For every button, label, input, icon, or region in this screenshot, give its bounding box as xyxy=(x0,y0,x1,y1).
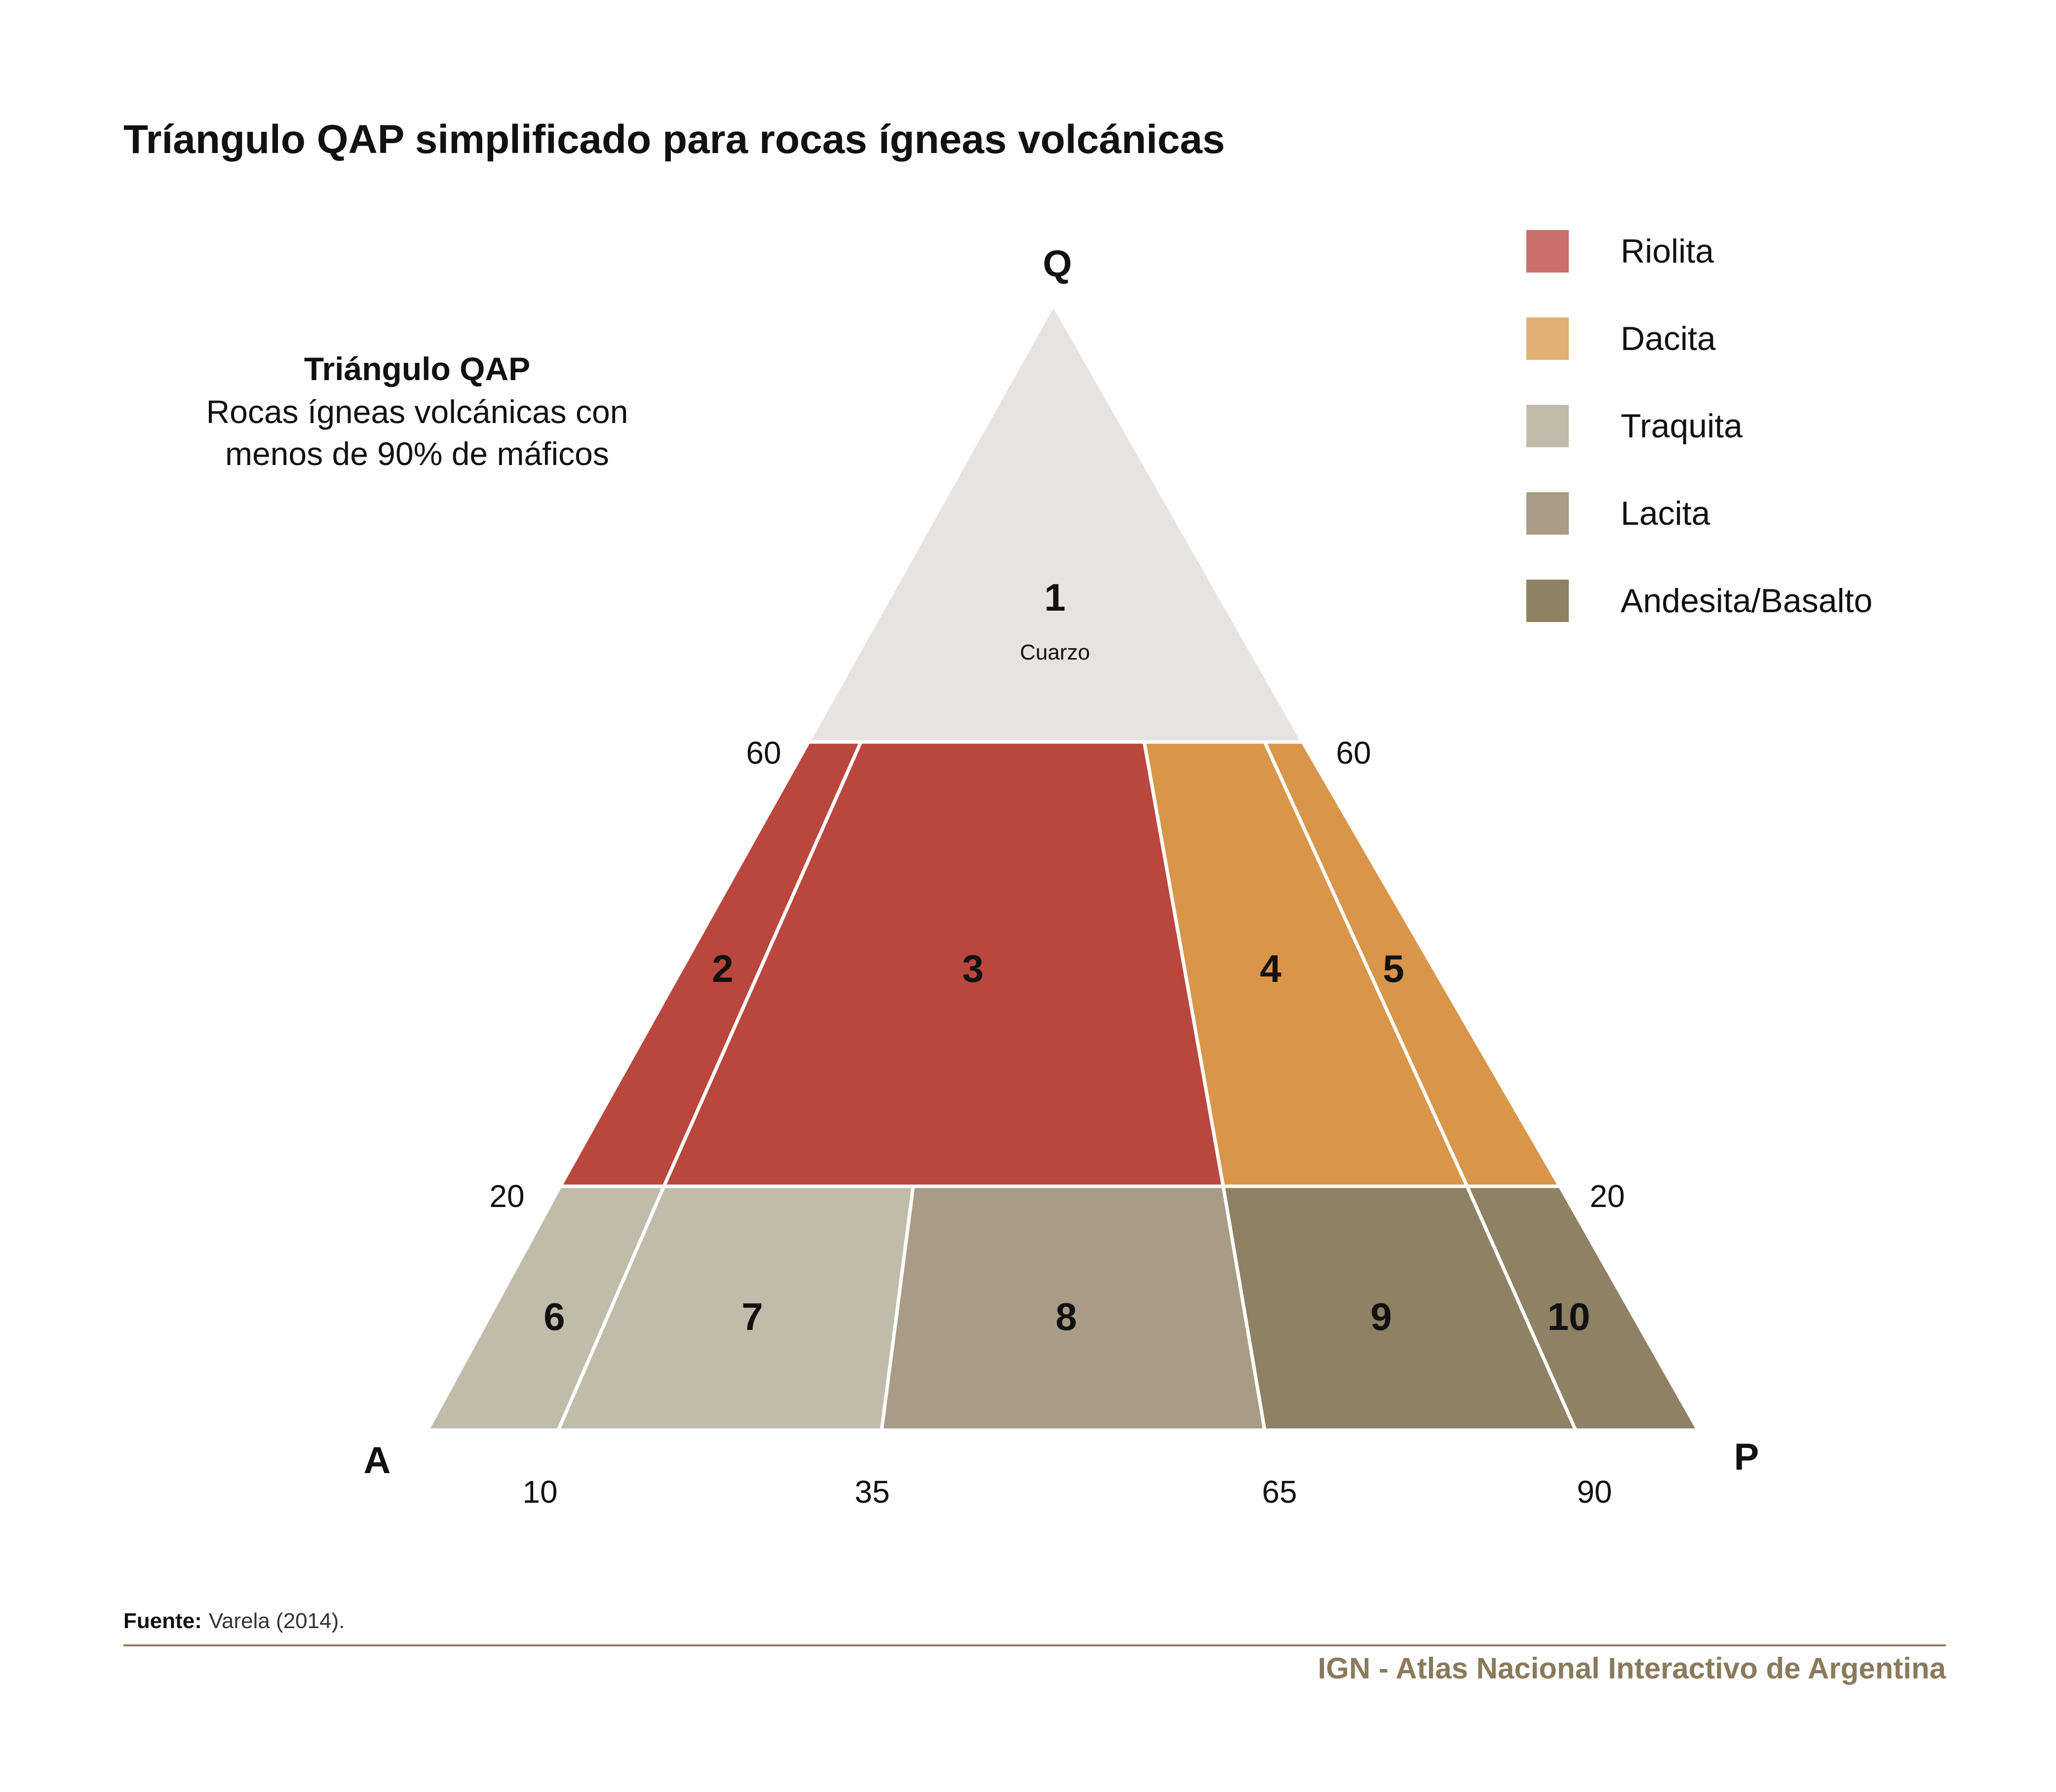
source-note: Fuente: Varela (2014). xyxy=(123,1609,345,1633)
tick-q60-left: 60 xyxy=(746,735,781,771)
field-7-label: 7 xyxy=(741,1295,763,1338)
legend-label-andesita-basalto: Andesita/Basalto xyxy=(1621,582,1872,620)
field-2-label: 2 xyxy=(712,947,733,990)
legend-swatch-lacita xyxy=(1526,492,1569,535)
tick-base-35: 35 xyxy=(854,1474,890,1510)
field-1-cuarzo xyxy=(807,303,1305,744)
field-1-note: Cuarzo xyxy=(1020,640,1090,664)
legend-swatch-andesita-basalto xyxy=(1526,580,1569,622)
vertex-a-label: A xyxy=(364,1440,391,1481)
tick-q20-left: 20 xyxy=(489,1178,524,1214)
field-1-label: 1 xyxy=(1044,576,1065,619)
legend-swatch-traquita xyxy=(1526,405,1569,447)
legend-label-lacita: Lacita xyxy=(1621,495,1710,532)
legend-label-traquita: Traquita xyxy=(1621,407,1743,445)
inset-line-1: Rocas ígneas volcánicas con xyxy=(206,393,628,430)
legend-swatch-dacita xyxy=(1526,317,1569,360)
source-label: Fuente: xyxy=(123,1609,202,1633)
vertex-q-label: Q xyxy=(1043,243,1072,285)
field-8-label: 8 xyxy=(1055,1295,1077,1338)
field-9-label: 9 xyxy=(1370,1295,1392,1338)
tick-q20-right: 20 xyxy=(1590,1178,1625,1214)
field-3-label: 3 xyxy=(962,947,983,990)
field-6-label: 6 xyxy=(543,1295,565,1338)
tick-base-10: 10 xyxy=(522,1474,557,1510)
tick-base-90: 90 xyxy=(1577,1474,1612,1510)
inset-line-2: menos de 90% de máficos xyxy=(225,435,609,472)
vertex-p-label: P xyxy=(1734,1436,1759,1478)
footer-credit: IGN - Atlas Nacional Interactivo de Arge… xyxy=(1318,1652,1946,1685)
figure-title: Tríangulo QAP simplificado para rocas íg… xyxy=(123,117,1225,162)
source-text: Varela (2014). xyxy=(209,1609,345,1633)
legend-label-riolita: Riolita xyxy=(1621,233,1714,270)
field-10-label: 10 xyxy=(1548,1295,1590,1338)
legend: Riolita Dacita Traquita Lacita Andesita/… xyxy=(1526,230,1872,622)
field-10-andesita-basalto xyxy=(1465,1184,1700,1432)
legend-label-dacita: Dacita xyxy=(1621,320,1716,357)
inset-title: Triángulo QAP xyxy=(304,351,530,387)
tick-base-65: 65 xyxy=(1262,1474,1297,1510)
field-5-label: 5 xyxy=(1383,947,1404,990)
tick-q60-right: 60 xyxy=(1336,735,1371,771)
field-4-label: 4 xyxy=(1260,947,1281,990)
legend-swatch-riolita xyxy=(1526,230,1569,273)
